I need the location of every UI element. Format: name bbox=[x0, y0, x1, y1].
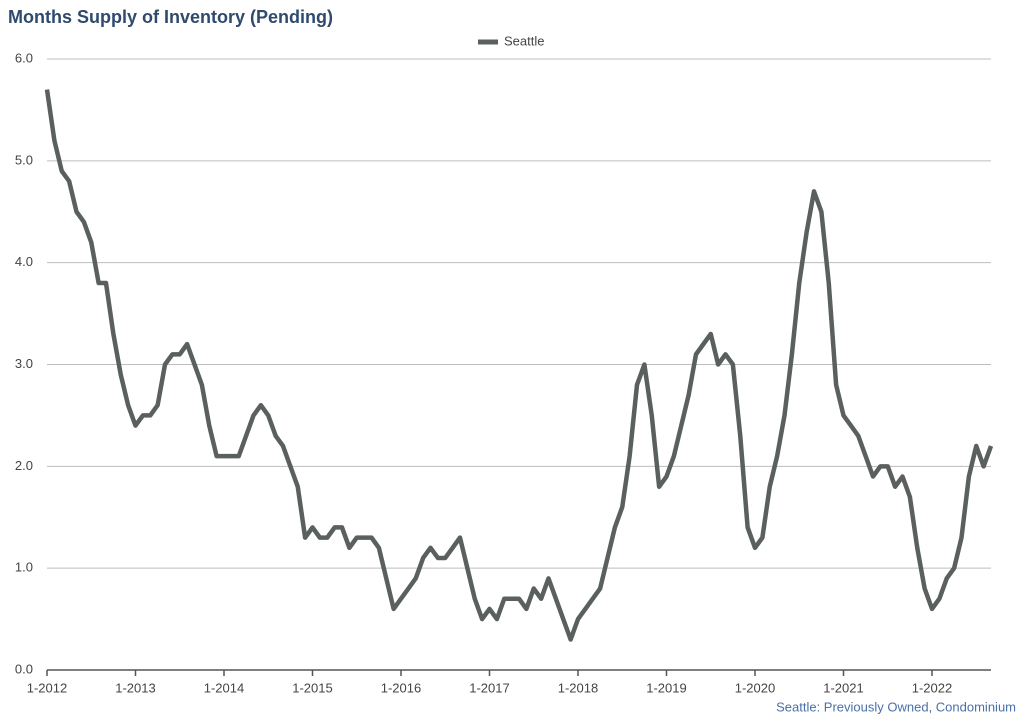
source-note: Seattle: Previously Owned, Condominium bbox=[776, 699, 1016, 714]
x-tick-label: 1-2012 bbox=[27, 680, 67, 695]
y-tick-label: 0.0 bbox=[15, 661, 33, 676]
y-tick-label: 4.0 bbox=[15, 254, 33, 269]
x-tick-label: 1-2016 bbox=[381, 680, 421, 695]
x-tick-label: 1-2021 bbox=[823, 680, 863, 695]
x-tick-label: 1-2018 bbox=[558, 680, 598, 695]
y-tick-label: 2.0 bbox=[15, 458, 33, 473]
x-tick-label: 1-2019 bbox=[646, 680, 686, 695]
x-tick-label: 1-2015 bbox=[292, 680, 332, 695]
x-tick-label: 1-2013 bbox=[115, 680, 155, 695]
y-tick-label: 3.0 bbox=[15, 356, 33, 371]
y-tick-label: 5.0 bbox=[15, 152, 33, 167]
legend-label: Seattle bbox=[504, 33, 544, 48]
x-tick-label: 1-2017 bbox=[469, 680, 509, 695]
y-tick-label: 6.0 bbox=[15, 50, 33, 65]
data-line bbox=[44, 89, 994, 642]
x-tick-label: 1-2014 bbox=[204, 680, 244, 695]
y-tick-label: 1.0 bbox=[15, 560, 33, 575]
chart-title: Months Supply of Inventory (Pending) bbox=[8, 7, 333, 27]
x-tick-label: 1-2020 bbox=[735, 680, 775, 695]
x-tick-label: 1-2022 bbox=[912, 680, 952, 695]
